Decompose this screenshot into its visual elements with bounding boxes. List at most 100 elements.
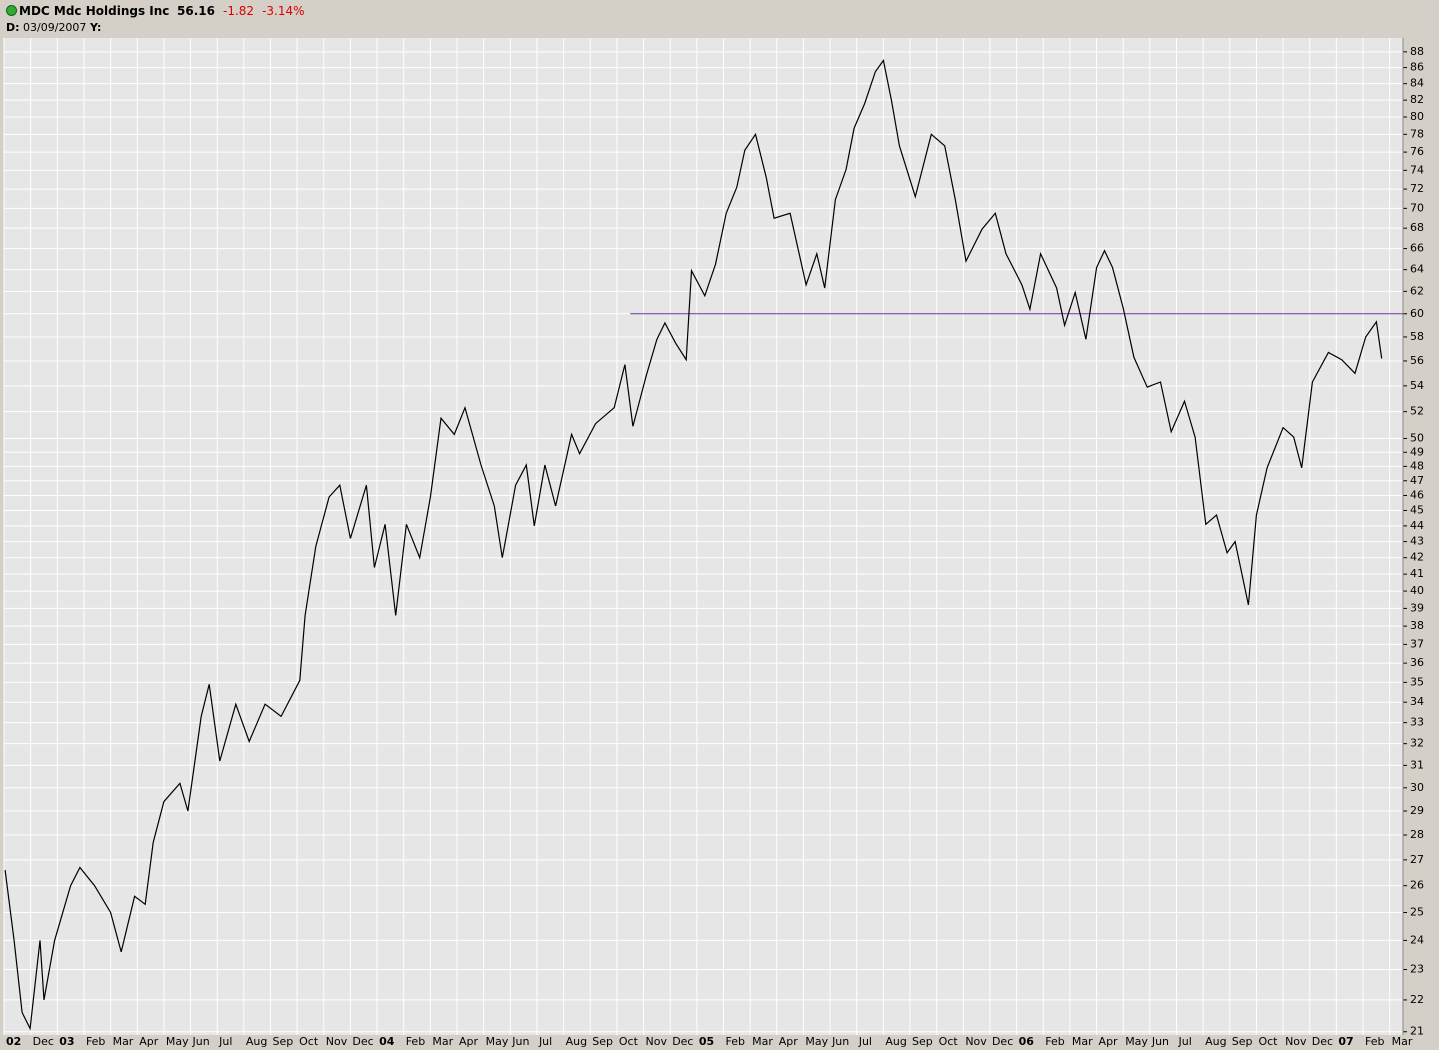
x-tick-label: Aug <box>246 1035 267 1048</box>
y-tick-label: 26 <box>1410 879 1424 892</box>
y-tick-label: 22 <box>1410 993 1424 1006</box>
x-tick-label: Mar <box>752 1035 773 1048</box>
y-tick-label: 56 <box>1410 354 1424 367</box>
x-tick-label: May <box>486 1035 509 1048</box>
y-tick-label: 86 <box>1410 61 1424 74</box>
x-tick-label: Dec <box>352 1035 373 1048</box>
y-tick-label: 50 <box>1410 431 1424 444</box>
y-tick-label: 66 <box>1410 242 1424 255</box>
x-tick-label: Jun <box>831 1035 849 1048</box>
y-tick-label: 40 <box>1410 584 1424 597</box>
y-tick-label: 36 <box>1410 656 1424 669</box>
y-tick-label: 88 <box>1410 45 1424 58</box>
x-tick-label: Nov <box>646 1035 668 1048</box>
x-tick-label: Oct <box>299 1035 319 1048</box>
y-tick-label: 52 <box>1410 405 1424 418</box>
y-tick-label: 70 <box>1410 201 1424 214</box>
price-change: -1.82 <box>223 4 255 18</box>
y-tick-label: 82 <box>1410 93 1424 106</box>
x-tick-label: Oct <box>619 1035 639 1048</box>
x-tick-label: Mar <box>1072 1035 1093 1048</box>
y-tick-label: 35 <box>1410 675 1424 688</box>
x-tick-label: Apr <box>459 1035 479 1048</box>
x-tick-label: Jul <box>538 1035 552 1048</box>
y-tick-label: 25 <box>1410 905 1424 918</box>
y-tick-label: 45 <box>1410 504 1424 517</box>
y-tick-label: 33 <box>1410 716 1424 729</box>
y-tick-label: 74 <box>1410 163 1424 176</box>
x-tick-label: Feb <box>1365 1035 1384 1048</box>
x-tick-label: Apr <box>779 1035 799 1048</box>
y-tick-label: 54 <box>1410 379 1424 392</box>
y-tick-label: 21 <box>1410 1025 1424 1038</box>
y-tick-label: 46 <box>1410 488 1424 501</box>
x-tick-label: Jul <box>218 1035 232 1048</box>
x-tick-label: Apr <box>139 1035 159 1048</box>
x-tick-label: Jul <box>858 1035 872 1048</box>
x-tick-label: Dec <box>992 1035 1013 1048</box>
y-tick-label: 68 <box>1410 221 1424 234</box>
symbol-title: MDC Mdc Holdings Inc <box>19 4 170 18</box>
x-tick-label: May <box>166 1035 189 1048</box>
date: 03/09/2007 <box>23 21 87 34</box>
status-dot <box>6 5 17 16</box>
y-tick-label: 78 <box>1410 127 1424 140</box>
date-label: D: <box>6 21 20 34</box>
x-tick-label: Jun <box>511 1035 529 1048</box>
x-tick-label: Mar <box>113 1035 134 1048</box>
y-tick-label: 80 <box>1410 110 1424 123</box>
y-tick-label: 84 <box>1410 77 1424 90</box>
y-tick-label: 58 <box>1410 330 1424 343</box>
y-tick-label: 32 <box>1410 737 1424 750</box>
x-tick-label: Jun <box>192 1035 210 1048</box>
y-tick-label: 28 <box>1410 828 1424 841</box>
x-tick-label: Apr <box>1099 1035 1119 1048</box>
x-tick-label: Jun <box>1151 1035 1169 1048</box>
x-tick-label: Nov <box>326 1035 348 1048</box>
chart: 21 22 23 24 25 26 27 28 29 30 31 32 33 34 35 36 37 38 39 40… <box>3 38 1424 1048</box>
x-tick-label: Feb <box>86 1035 105 1048</box>
y-tick-label: 48 <box>1410 459 1424 472</box>
y-label: Y: <box>89 21 102 34</box>
y-tick-label: 76 <box>1410 145 1424 158</box>
x-tick-label: Dec <box>672 1035 693 1048</box>
y-tick-label: 23 <box>1410 963 1424 976</box>
y-tick-label: 47 <box>1410 474 1424 487</box>
price-change-pct: -3.14% <box>262 4 305 18</box>
x-tick-label: Sep <box>912 1035 933 1048</box>
x-tick-label: Oct <box>1258 1035 1278 1048</box>
price-line <box>4 59 1383 1031</box>
x-tick-label: Nov <box>965 1035 987 1048</box>
x-tick-label: 02 <box>6 1035 21 1048</box>
x-tick-label: Oct <box>939 1035 959 1048</box>
x-tick-label: 04 <box>379 1035 395 1048</box>
y-tick-label: 42 <box>1410 551 1424 564</box>
x-tick-label: 06 <box>1019 1035 1035 1048</box>
last-price: 56.16 <box>177 4 215 18</box>
x-tick-label: 03 <box>59 1035 74 1048</box>
x-tick-label: 07 <box>1338 1035 1353 1048</box>
x-tick-label: Sep <box>592 1035 613 1048</box>
x-tick-label: May <box>805 1035 828 1048</box>
plot-background <box>4 38 1403 1035</box>
y-tick-label: 24 <box>1410 933 1424 946</box>
x-tick-label: 05 <box>699 1035 714 1048</box>
x-tick-label: Feb <box>725 1035 744 1048</box>
y-tick-label: 38 <box>1410 619 1424 632</box>
header-row: D: 03/09/2007 Y: <box>6 21 101 34</box>
x-tick-label: Dec <box>1312 1035 1333 1048</box>
y-tick-label: 30 <box>1410 781 1424 794</box>
y-tick-label: 72 <box>1410 182 1424 195</box>
x-tick-label: Dec <box>33 1035 54 1048</box>
y-tick-label: 39 <box>1410 601 1424 614</box>
x-tick-label: Aug <box>885 1035 906 1048</box>
x-tick-label: May <box>1125 1035 1148 1048</box>
y-tick-label: 27 <box>1410 853 1424 866</box>
x-tick-label: Mar <box>1392 1035 1413 1048</box>
y-tick-label: 37 <box>1410 637 1424 650</box>
x-tick-label: Sep <box>272 1035 293 1048</box>
x-tick-label: Aug <box>1205 1035 1226 1048</box>
x-tick-label: Jul <box>1177 1035 1191 1048</box>
y-tick-label: 31 <box>1410 758 1424 771</box>
